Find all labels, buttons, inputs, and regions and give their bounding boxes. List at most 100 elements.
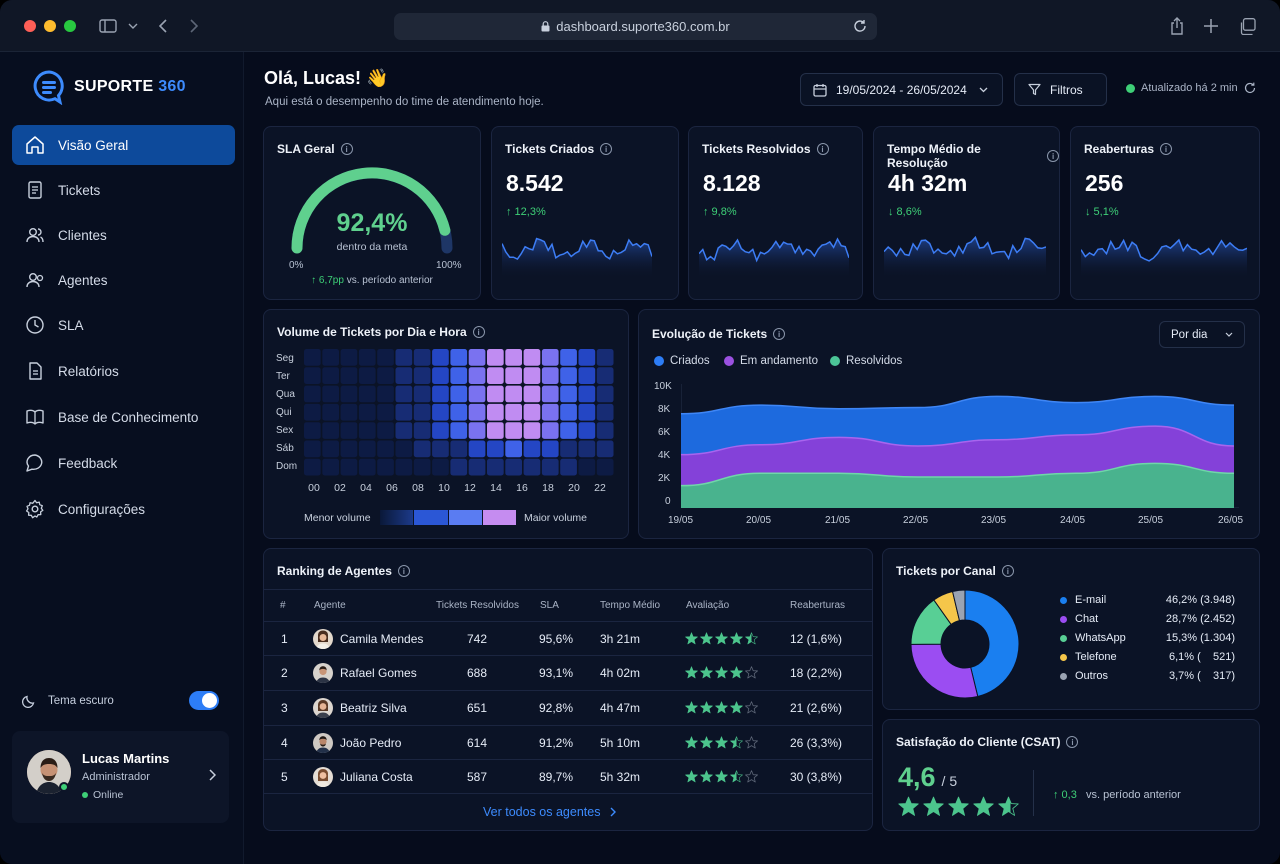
heatmap-cell[interactable] bbox=[560, 403, 577, 421]
heatmap-cell[interactable] bbox=[377, 458, 394, 476]
info-icon[interactable]: i bbox=[600, 143, 613, 155]
sidebar-item-agentes[interactable]: Agentes bbox=[12, 260, 235, 300]
heatmap-cell[interactable] bbox=[578, 403, 596, 421]
info-icon[interactable]: i bbox=[1160, 143, 1173, 155]
heatmap-cell[interactable] bbox=[340, 458, 358, 476]
heatmap-cell[interactable] bbox=[432, 403, 449, 421]
heatmap-cell[interactable] bbox=[523, 349, 541, 366]
heatmap-cell[interactable] bbox=[505, 440, 522, 458]
heatmap-cell[interactable] bbox=[596, 385, 614, 403]
column-header[interactable]: Tempo Médio bbox=[600, 600, 661, 611]
info-icon[interactable]: i bbox=[1047, 150, 1059, 162]
reload-icon[interactable] bbox=[853, 19, 867, 33]
donut-slice-outros[interactable] bbox=[951, 589, 966, 622]
heatmap-cell[interactable] bbox=[322, 458, 339, 476]
heatmap-cell[interactable] bbox=[468, 403, 486, 421]
heatmap-cell[interactable] bbox=[487, 422, 504, 439]
heatmap-cell[interactable] bbox=[560, 458, 577, 476]
heatmap-cell[interactable] bbox=[377, 367, 394, 384]
heatmap-cell[interactable] bbox=[596, 349, 614, 366]
heatmap-cell[interactable] bbox=[358, 422, 376, 439]
info-icon[interactable]: i bbox=[773, 328, 786, 340]
heatmap-cell[interactable] bbox=[322, 422, 339, 439]
heatmap-cell[interactable] bbox=[322, 403, 339, 421]
heatmap-cell[interactable] bbox=[358, 403, 376, 421]
heatmap-cell[interactable] bbox=[541, 440, 559, 458]
heatmap-cell[interactable] bbox=[322, 385, 339, 403]
heatmap-cell[interactable] bbox=[358, 458, 376, 476]
heatmap-cell[interactable] bbox=[304, 440, 321, 458]
tabs-overview-icon[interactable] bbox=[1237, 16, 1257, 36]
sidebar-item-base-de-conhecimento[interactable]: Base de Conhecimento bbox=[12, 397, 235, 437]
heatmap-cell[interactable] bbox=[541, 422, 559, 439]
sidebar-item-visao-geral[interactable]: Visão Geral bbox=[12, 125, 235, 165]
heatmap-cell[interactable] bbox=[358, 349, 376, 366]
share-icon[interactable] bbox=[1167, 16, 1187, 36]
heatmap-cell[interactable] bbox=[377, 385, 394, 403]
brand-logo[interactable]: SUPORTE 360 bbox=[32, 69, 186, 105]
table-row[interactable]: 4 João Pedro 614 91,2% 5h 10m 26 (3,3%) bbox=[264, 725, 872, 759]
info-icon[interactable]: i bbox=[816, 143, 829, 155]
heatmap-cell[interactable] bbox=[541, 458, 559, 476]
heatmap-cell[interactable] bbox=[395, 422, 413, 439]
heatmap-cell[interactable] bbox=[487, 385, 504, 403]
heatmap-cell[interactable] bbox=[377, 349, 394, 366]
heatmap-cell[interactable] bbox=[432, 422, 449, 439]
heatmap-cell[interactable] bbox=[304, 367, 321, 384]
heatmap-cell[interactable] bbox=[468, 349, 486, 366]
heatmap-cell[interactable] bbox=[340, 349, 358, 366]
heatmap-cell[interactable] bbox=[541, 385, 559, 403]
heatmap-cell[interactable] bbox=[578, 349, 596, 366]
heatmap-cell[interactable] bbox=[505, 458, 522, 476]
heatmap-cell[interactable] bbox=[413, 367, 431, 384]
heatmap-cell[interactable] bbox=[450, 349, 468, 366]
sidebar-item-configuracoes[interactable]: Configurações bbox=[12, 489, 235, 529]
heatmap-cell[interactable] bbox=[340, 422, 358, 439]
view-all-agents-link[interactable]: Ver todos os agentes bbox=[483, 805, 617, 819]
heatmap-cell[interactable] bbox=[505, 349, 522, 366]
new-tab-icon[interactable] bbox=[1201, 16, 1221, 36]
sidebar-item-clientes[interactable]: Clientes bbox=[12, 215, 235, 255]
series-area-resolvidos[interactable] bbox=[681, 463, 1234, 508]
heatmap-cell[interactable] bbox=[395, 367, 413, 384]
heatmap-cell[interactable] bbox=[505, 367, 522, 384]
heatmap-cell[interactable] bbox=[487, 458, 504, 476]
heatmap-cell[interactable] bbox=[304, 403, 321, 421]
info-icon[interactable]: i bbox=[472, 326, 485, 338]
zoom-window-button[interactable] bbox=[64, 20, 76, 32]
date-range-picker[interactable]: 19/05/2024 - 26/05/2024 bbox=[800, 73, 1003, 106]
heatmap-cell[interactable] bbox=[578, 385, 596, 403]
heatmap-cell[interactable] bbox=[304, 385, 321, 403]
heatmap-cell[interactable] bbox=[578, 458, 596, 476]
heatmap-cell[interactable] bbox=[413, 385, 431, 403]
heatmap-cell[interactable] bbox=[450, 422, 468, 439]
heatmap-cell[interactable] bbox=[413, 440, 431, 458]
agent-name[interactable]: Juliana Costa bbox=[340, 770, 413, 784]
heatmap-cell[interactable] bbox=[541, 403, 559, 421]
heatmap-cell[interactable] bbox=[596, 422, 614, 439]
info-icon[interactable]: i bbox=[1001, 565, 1014, 577]
table-row[interactable]: 2 Rafael Gomes 688 93,1% 4h 02m 18 (2,2%… bbox=[264, 655, 872, 689]
heatmap-cell[interactable] bbox=[487, 349, 504, 366]
user-card[interactable]: Lucas Martins Administrador Online bbox=[12, 731, 229, 823]
heatmap-cell[interactable] bbox=[578, 440, 596, 458]
heatmap-cell[interactable] bbox=[395, 458, 413, 476]
heatmap-cell[interactable] bbox=[322, 367, 339, 384]
column-header[interactable]: Reaberturas bbox=[790, 600, 846, 611]
heatmap-cell[interactable] bbox=[432, 385, 449, 403]
heatmap-cell[interactable] bbox=[523, 367, 541, 384]
heatmap-cell[interactable] bbox=[578, 422, 596, 439]
heatmap-cell[interactable] bbox=[505, 385, 522, 403]
heatmap-cell[interactable] bbox=[468, 385, 486, 403]
heatmap-cell[interactable] bbox=[340, 403, 358, 421]
heatmap-cell[interactable] bbox=[523, 385, 541, 403]
sidebar-item-relatorios[interactable]: Relatórios bbox=[12, 351, 235, 391]
sidebar-item-feedback[interactable]: Feedback bbox=[12, 443, 235, 483]
heatmap-cell[interactable] bbox=[413, 422, 431, 439]
refresh-icon[interactable] bbox=[1244, 82, 1256, 94]
close-window-button[interactable] bbox=[24, 20, 36, 32]
heatmap-cell[interactable] bbox=[413, 349, 431, 366]
heatmap-cell[interactable] bbox=[560, 349, 577, 366]
info-icon[interactable]: i bbox=[1066, 736, 1079, 748]
heatmap-cell[interactable] bbox=[450, 403, 468, 421]
